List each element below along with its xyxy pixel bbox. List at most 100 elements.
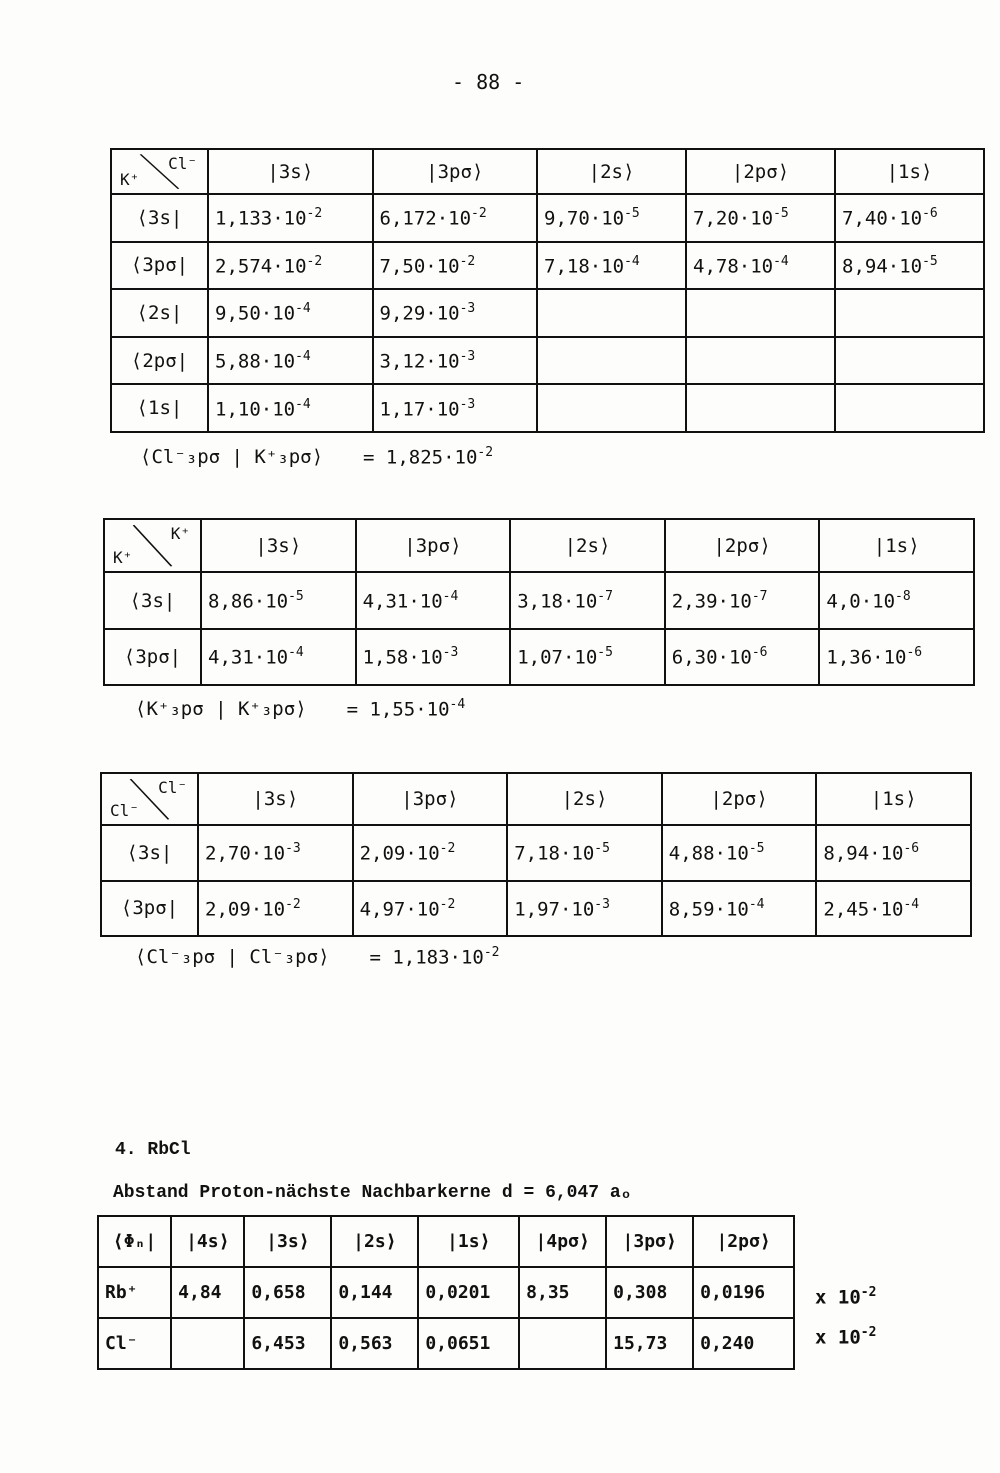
cell-exponent: -5 <box>773 206 789 222</box>
cell-base: 9,50·10 <box>215 302 296 325</box>
table-cell: 4,0·10-8 <box>818 571 975 630</box>
row-header: ⟨1s| <box>110 383 209 433</box>
table-cell: 8,35 <box>518 1266 608 1319</box>
cell-exponent: -5 <box>624 206 640 222</box>
column-header: |3s⟩ <box>200 517 357 574</box>
header-row: Cl⁻ Cl⁻ |3s⟩ |3pσ⟩ |2s⟩ |2pσ⟩ |1s⟩ <box>100 771 972 827</box>
corner-bottom-label: K⁺ <box>120 170 140 190</box>
cell-base: 7,18·10 <box>514 842 595 865</box>
corner-cell: K⁺ K⁺ <box>103 517 202 574</box>
table-cell: 1,97·10-3 <box>506 879 663 938</box>
table-cell: 1,36·10-6 <box>818 627 975 687</box>
table-cell: 2,70·10-3 <box>197 824 354 882</box>
header-row: Cl⁻ K⁺ |3s⟩ |3pσ⟩ |2s⟩ |2pσ⟩ |1s⟩ <box>110 147 985 196</box>
cell-exponent: -2 <box>285 896 301 912</box>
cell-exponent: -3 <box>459 396 476 412</box>
table-cell: 8,86·10-5 <box>200 571 357 630</box>
table-cell: 7,40·10-6 <box>834 193 985 243</box>
cell-exponent: -3 <box>442 645 459 661</box>
cell-base: 4,31·10 <box>208 646 289 669</box>
column-header: |3pσ⟩ <box>605 1215 695 1268</box>
table-cell: 3,12·10-3 <box>371 335 539 386</box>
cell-base: 2,39·10 <box>671 590 752 613</box>
table-row: ⟨2pσ| 5,88·10-4 3,12·10-3 <box>110 335 985 386</box>
cell-base: 2,574·10 <box>215 255 307 278</box>
cell-base: 6,172·10 <box>379 207 472 230</box>
table-row: ⟨3pσ| 2,09·10-2 4,97·10-2 1,97·10-3 8,59·10-… <box>100 879 972 938</box>
table-cell <box>536 335 688 386</box>
overlap-label: ⟨Cl⁻₃pσ | K⁺₃pσ⟩ <box>140 446 324 469</box>
column-header: |1s⟩ <box>815 771 972 827</box>
row-header: ⟨2pσ| <box>110 335 209 386</box>
column-header: |1s⟩ <box>417 1215 521 1268</box>
cell-base: 4,78·10 <box>693 255 774 278</box>
cell-exponent: -5 <box>288 588 304 604</box>
table-cell: 2,45·10-4 <box>815 879 972 938</box>
cell-exponent: -5 <box>922 253 938 269</box>
cell-exponent: -6 <box>922 206 938 222</box>
table-cell <box>685 383 836 433</box>
rbcl-table: ⟨Φₙ| |4s⟩ |3s⟩ |2s⟩ |1s⟩ |4pσ⟩ |3pσ⟩ |2pσ⟩ Rb⁺ 4,… <box>96 1215 795 1370</box>
cell-exponent: -8 <box>895 588 911 604</box>
row-header: ⟨3s| <box>100 824 199 882</box>
corner-top-label: Cl⁻ <box>168 154 197 173</box>
cell-exponent: -4 <box>748 896 765 912</box>
corner-bottom-label: K⁺ <box>113 548 133 568</box>
row-header: Cl⁻ <box>96 1317 173 1370</box>
overlap-exponent: -2 <box>477 445 494 460</box>
cell-exponent: -7 <box>597 588 613 604</box>
table-cell: 7,20·10-5 <box>685 193 836 243</box>
cell-exponent: -2 <box>439 841 456 857</box>
table-cell: 1,07·10-5 <box>509 627 666 687</box>
column-header: |3s⟩ <box>197 771 354 827</box>
row-header: Rb⁺ <box>96 1266 173 1319</box>
cell-exponent: -2 <box>471 206 487 222</box>
cell-base: 1,10·10 <box>215 397 296 420</box>
table-row: ⟨2s| 9,50·10-4 9,29·10-3 <box>110 288 985 338</box>
row-header: ⟨3pσ| <box>103 627 202 687</box>
overlap-label: ⟨Cl⁻₃pσ | Cl⁻₃pσ⟩ <box>135 946 330 969</box>
section-subtitle: Abstand Proton-nächste Nachbarkerne d = … <box>113 1183 632 1203</box>
overlap-total: ⟨K⁺₃pσ | K⁺₃pσ⟩ = 1,55·10-4 <box>135 697 465 720</box>
table-row: ⟨1s| 1,10·10-4 1,17·10-3 <box>110 383 985 433</box>
table-cell: 0,240 <box>692 1317 795 1370</box>
column-header: |3pσ⟩ <box>371 147 539 196</box>
cell-base: 7,18·10 <box>544 255 625 278</box>
table-cell: 1,58·10-3 <box>354 627 512 687</box>
cell-exponent: -2 <box>306 253 323 269</box>
row-header: ⟨3s| <box>103 571 202 630</box>
overlap-exponent: -4 <box>449 697 466 712</box>
table-cell: 4,31·10-4 <box>200 627 357 687</box>
cell-base: 3,18·10 <box>517 590 598 613</box>
cell-exponent: -4 <box>295 301 311 317</box>
diagonal-line <box>132 524 173 567</box>
cell-base: 8,59·10 <box>668 898 749 920</box>
cell-exponent: -2 <box>306 206 323 222</box>
cell-base: 1,97·10 <box>514 898 595 920</box>
table-row: ⟨3s| 2,70·10-3 2,09·10-2 7,18·10-5 4,88·10-5… <box>100 824 972 882</box>
cell-exponent: -4 <box>624 253 640 269</box>
cell-base: 1,36·10 <box>826 646 907 669</box>
column-header: |4s⟩ <box>170 1215 246 1268</box>
column-header: |3pσ⟩ <box>354 517 512 574</box>
cell-base: 6,30·10 <box>671 646 752 669</box>
cell-base: 8,94·10 <box>823 842 904 865</box>
row-header: ⟨2s| <box>110 288 209 338</box>
column-header: |4pσ⟩ <box>518 1215 608 1268</box>
cell-exponent: -6 <box>751 645 768 661</box>
cell-base: 7,20·10 <box>693 207 774 230</box>
column-header: |2pσ⟩ <box>692 1215 795 1268</box>
cell-exponent: -5 <box>748 841 765 857</box>
table-cell: 0,0196 <box>692 1266 795 1319</box>
column-header: |2s⟩ <box>536 147 688 196</box>
cell-exponent: -3 <box>594 896 610 912</box>
table-cell <box>834 383 985 433</box>
overlap-exponent: -2 <box>483 945 500 960</box>
cell-exponent: -4 <box>295 396 311 412</box>
cell-base: 5,88·10 <box>215 350 296 373</box>
column-header: |3pσ⟩ <box>351 771 509 827</box>
column-header: |2s⟩ <box>509 517 666 574</box>
table-cell <box>536 288 688 338</box>
cell-exponent: -6 <box>903 841 920 857</box>
table-cell: 4,31·10-4 <box>354 571 512 630</box>
